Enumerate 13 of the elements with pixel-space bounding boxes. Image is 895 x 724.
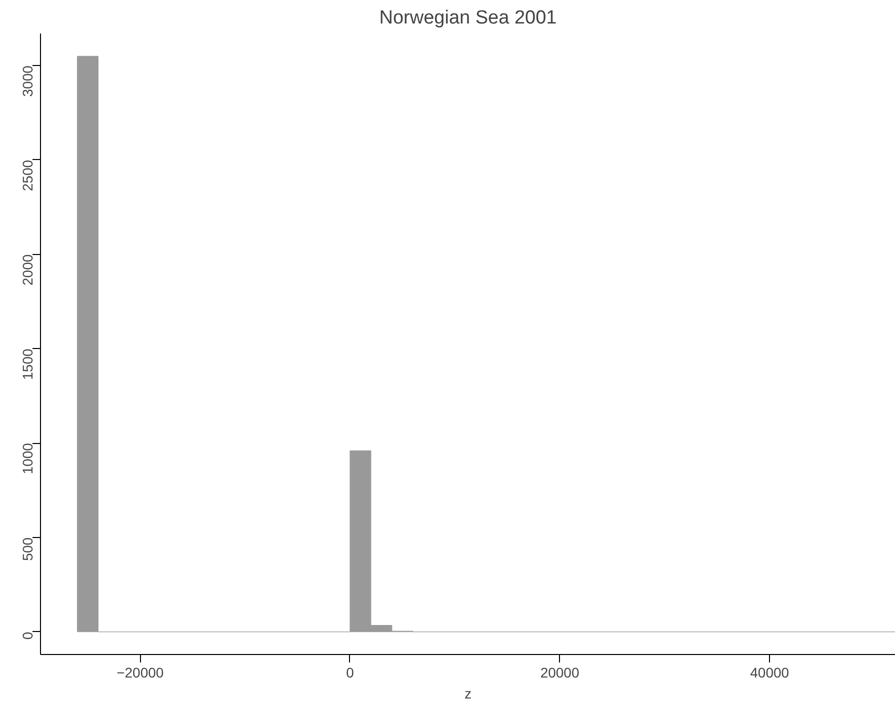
y-tick-label: 500	[20, 537, 36, 561]
x-tick-label: −20000	[116, 664, 164, 680]
x-axis-title: z	[464, 686, 472, 702]
x-tick-label: 0	[346, 664, 354, 680]
y-tick-label: 2500	[20, 160, 36, 192]
y-tick-label: 1000	[20, 442, 36, 474]
x-tick-label: 20000	[540, 664, 580, 680]
y-tick-label: 3000	[20, 65, 36, 97]
chart-title: Norwegian Sea 2001	[379, 8, 557, 28]
y-tick-label: 2000	[20, 254, 36, 286]
y-tick-label: 1500	[20, 348, 36, 380]
x-tick-label: 40000	[750, 664, 790, 680]
y-tick-label: 0	[20, 632, 36, 640]
